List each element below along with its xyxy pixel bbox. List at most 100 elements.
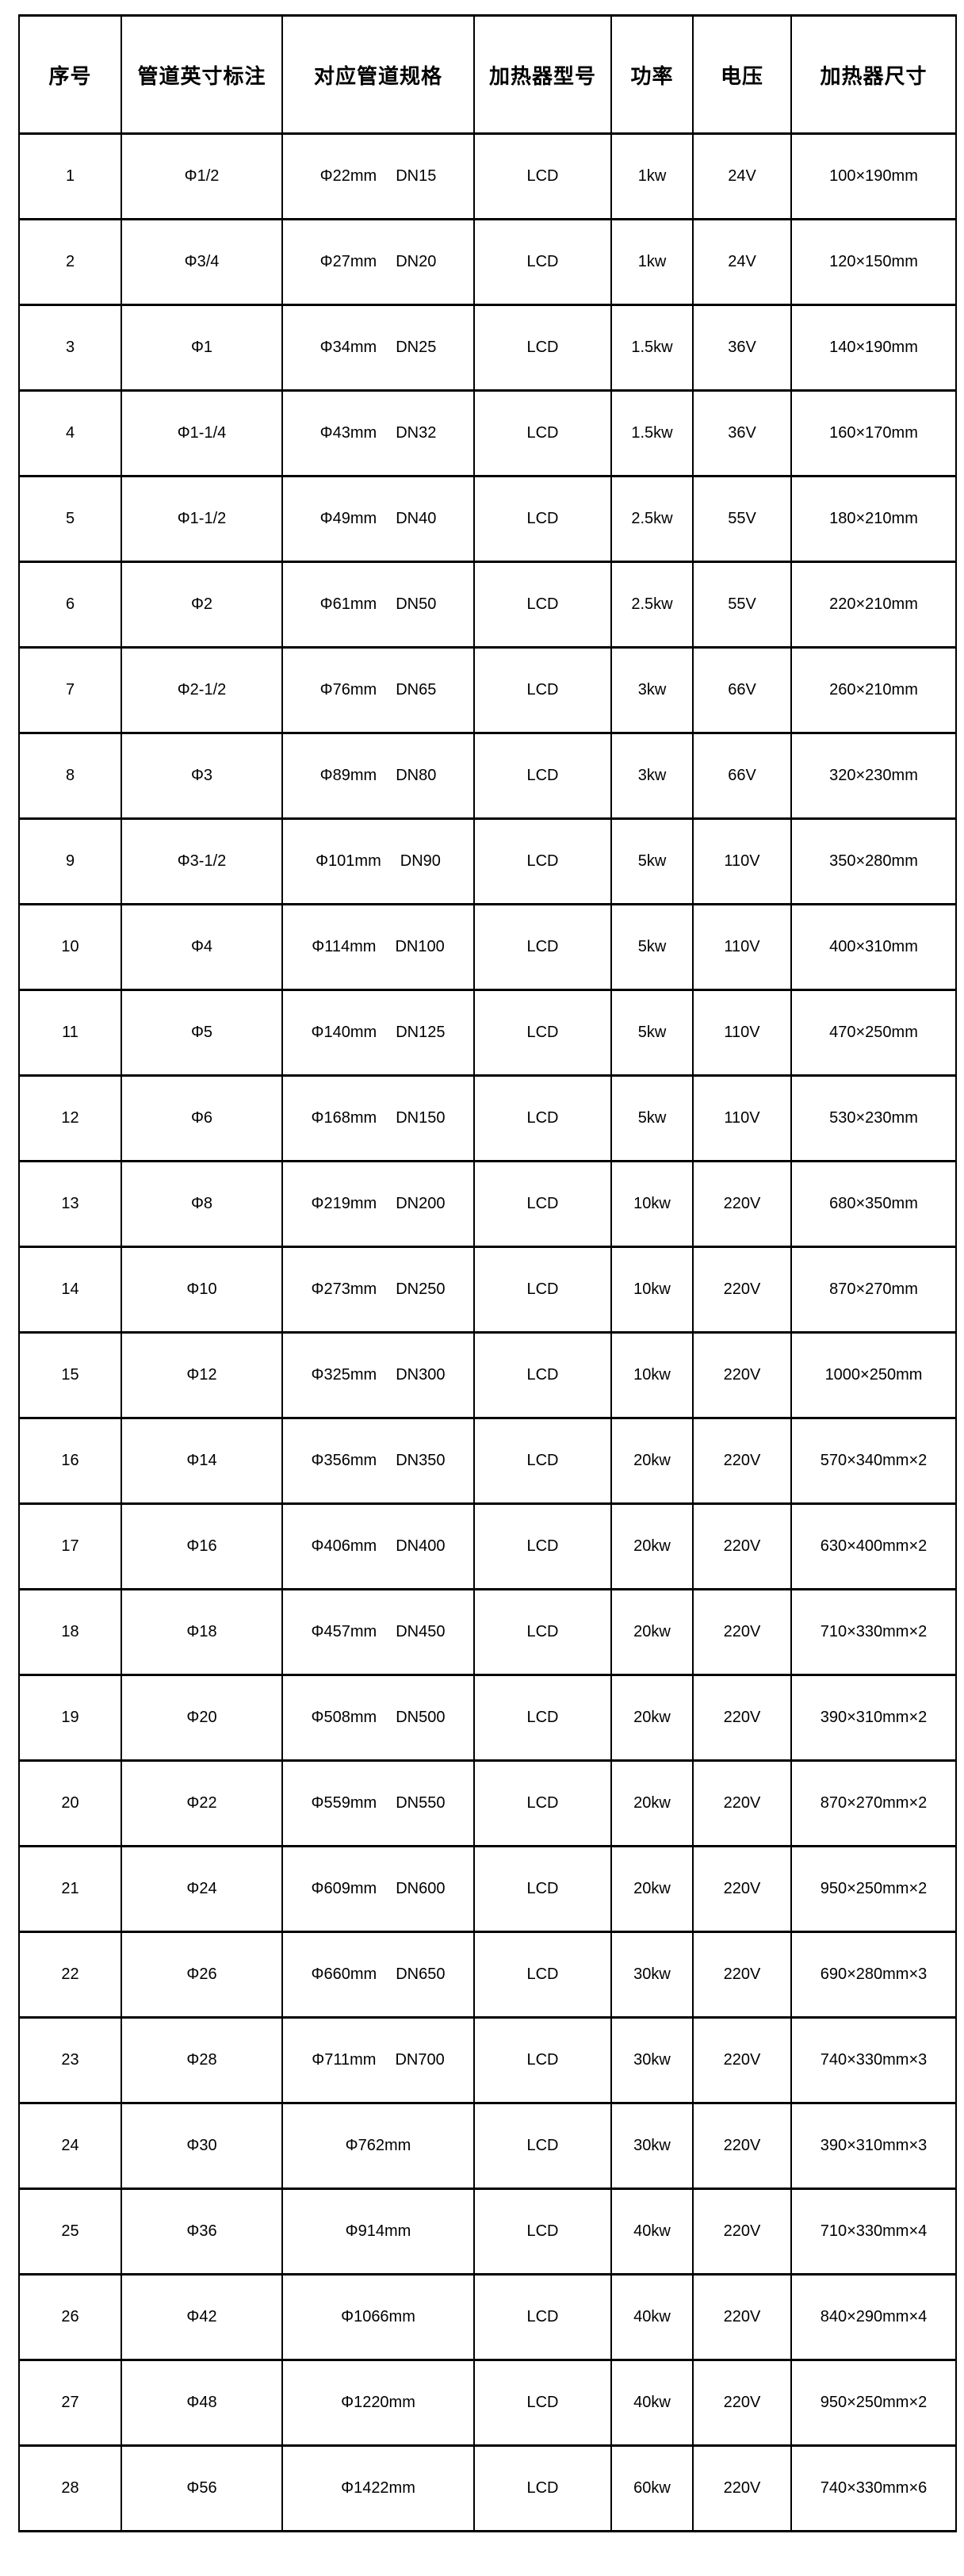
- column-header-pipe-inch: 管道英寸标注: [120, 14, 283, 135]
- cell-power: 40kw: [610, 2273, 694, 2361]
- table-row: 16 Φ14 Φ356mm DN350 LCD 20kw 220V 570×340mm×2: [18, 1417, 957, 1505]
- cell-index: 28: [18, 2444, 122, 2532]
- pipe-dn-code: DN500: [396, 1709, 446, 1726]
- cell-index: 4: [18, 389, 122, 477]
- cell-index: 26: [18, 2273, 122, 2361]
- cell-pipe-inch: Φ2-1/2: [120, 646, 283, 734]
- cell-pipe-inch: Φ10: [120, 1246, 283, 1334]
- pipe-diameter-mm: Φ325mm: [311, 1366, 377, 1384]
- pipe-diameter-mm: Φ1422mm: [341, 2479, 415, 2497]
- cell-pipe-spec: Φ76mm DN65: [281, 646, 475, 734]
- cell-index: 8: [18, 732, 122, 820]
- cell-heater-model: LCD: [473, 2187, 612, 2276]
- pipe-diameter-mm: Φ406mm: [311, 1537, 377, 1555]
- cell-heater-size: 350×280mm: [790, 817, 957, 905]
- table-row: 18 Φ18 Φ457mm DN450 LCD 20kw 220V 710×330mm×2: [18, 1588, 957, 1676]
- cell-pipe-inch: Φ16: [120, 1502, 283, 1590]
- cell-pipe-inch: Φ22: [120, 1759, 283, 1847]
- table-row: 1 Φ1/2 Φ22mm DN15 LCD 1kw 24V 100×190mm: [18, 132, 957, 220]
- cell-pipe-inch: Φ48: [120, 2359, 283, 2447]
- cell-pipe-spec: Φ406mm DN400: [281, 1502, 475, 1590]
- cell-pipe-inch: Φ26: [120, 1931, 283, 2019]
- cell-pipe-spec: Φ273mm DN250: [281, 1246, 475, 1334]
- cell-pipe-inch: Φ5: [120, 989, 283, 1077]
- cell-voltage: 36V: [692, 389, 792, 477]
- cell-heater-size: 260×210mm: [790, 646, 957, 734]
- table-row: 2 Φ3/4 Φ27mm DN20 LCD 1kw 24V 120×150mm: [18, 218, 957, 306]
- cell-heater-model: LCD: [473, 1331, 612, 1419]
- pipe-spec-pair: Φ61mm DN50: [284, 595, 472, 614]
- cell-voltage: 110V: [692, 1074, 792, 1162]
- cell-pipe-inch: Φ56: [120, 2444, 283, 2532]
- pipe-dn-code: DN20: [396, 253, 437, 270]
- pipe-spec-pair: Φ168mm DN150: [284, 1109, 472, 1127]
- table-row: 28 Φ56 Φ1422mm LCD 60kw 220V 740×330mm×6: [18, 2444, 957, 2532]
- pipe-dn-code: DN32: [396, 424, 437, 442]
- pipe-diameter-mm: Φ114mm: [312, 938, 377, 955]
- cell-pipe-spec: Φ101mm DN90: [281, 817, 475, 905]
- cell-heater-size: 220×210mm: [790, 561, 957, 649]
- cell-heater-model: LCD: [473, 732, 612, 820]
- pipe-dn-code: DN15: [396, 167, 437, 185]
- pipe-dn-code: DN250: [396, 1280, 446, 1298]
- cell-index: 22: [18, 1931, 122, 2019]
- cell-heater-model: LCD: [473, 132, 612, 220]
- pipe-spec-pair: Φ34mm DN25: [284, 339, 472, 357]
- cell-heater-size: 630×400mm×2: [790, 1502, 957, 1590]
- cell-pipe-inch: Φ30: [120, 2102, 283, 2190]
- cell-heater-size: 530×230mm: [790, 1074, 957, 1162]
- pipe-spec-pair: Φ273mm DN250: [284, 1280, 472, 1299]
- pipe-spec-pair: Φ406mm DN400: [284, 1537, 472, 1556]
- cell-voltage: 220V: [692, 2273, 792, 2361]
- cell-heater-size: 710×330mm×4: [790, 2187, 957, 2276]
- pipe-diameter-mm: Φ43mm: [319, 424, 377, 442]
- pipe-diameter-mm: Φ22mm: [319, 167, 377, 185]
- cell-pipe-spec: Φ559mm DN550: [281, 1759, 475, 1847]
- table-row: 19 Φ20 Φ508mm DN500 LCD 20kw 220V 390×310mm×2: [18, 1674, 957, 1762]
- table-row: 15 Φ12 Φ325mm DN300 LCD 10kw 220V 1000×250mm: [18, 1331, 957, 1419]
- cell-index: 13: [18, 1160, 122, 1248]
- cell-pipe-inch: Φ42: [120, 2273, 283, 2361]
- cell-pipe-inch: Φ1-1/2: [120, 475, 283, 563]
- cell-pipe-spec: Φ89mm DN80: [281, 732, 475, 820]
- cell-voltage: 24V: [692, 218, 792, 306]
- cell-power: 20kw: [610, 1674, 694, 1762]
- cell-heater-size: 570×340mm×2: [790, 1417, 957, 1505]
- pipe-diameter-mm: Φ219mm: [311, 1195, 377, 1212]
- cell-index: 16: [18, 1417, 122, 1505]
- cell-pipe-inch: Φ1/2: [120, 132, 283, 220]
- pipe-spec-pair: Φ1422mm: [284, 2479, 472, 2498]
- cell-heater-model: LCD: [473, 1502, 612, 1590]
- cell-power: 40kw: [610, 2359, 694, 2447]
- cell-pipe-spec: Φ711mm DN700: [281, 2016, 475, 2104]
- cell-index: 20: [18, 1759, 122, 1847]
- cell-heater-model: LCD: [473, 1246, 612, 1334]
- cell-heater-size: 120×150mm: [790, 218, 957, 306]
- cell-pipe-inch: Φ1-1/4: [120, 389, 283, 477]
- table-row: 7 Φ2-1/2 Φ76mm DN65 LCD 3kw 66V 260×210mm: [18, 646, 957, 734]
- pipe-spec-pair: Φ457mm DN450: [284, 1623, 472, 1641]
- cell-heater-size: 870×270mm: [790, 1246, 957, 1334]
- pipe-dn-code: DN650: [396, 1965, 446, 1983]
- cell-heater-model: LCD: [473, 646, 612, 734]
- pipe-spec-pair: Φ559mm DN550: [284, 1794, 472, 1812]
- pipe-diameter-mm: Φ273mm: [311, 1280, 377, 1298]
- cell-heater-model: LCD: [473, 1674, 612, 1762]
- pipe-dn-code: DN65: [396, 681, 437, 699]
- column-header-heater-size: 加热器尺寸: [790, 14, 957, 135]
- table-row: 23 Φ28 Φ711mm DN700 LCD 30kw 220V 740×330mm×3: [18, 2016, 957, 2104]
- column-header-index: 序号: [18, 14, 122, 135]
- pipe-dn-code: DN350: [396, 1452, 446, 1469]
- cell-index: 14: [18, 1246, 122, 1334]
- cell-heater-model: LCD: [473, 2444, 612, 2532]
- cell-power: 40kw: [610, 2187, 694, 2276]
- pipe-diameter-mm: Φ168mm: [311, 1109, 377, 1127]
- cell-heater-size: 1000×250mm: [790, 1331, 957, 1419]
- cell-voltage: 55V: [692, 561, 792, 649]
- cell-heater-size: 400×310mm: [790, 903, 957, 991]
- pipe-dn-code: DN550: [396, 1794, 446, 1812]
- pipe-spec-pair: Φ356mm DN350: [284, 1452, 472, 1470]
- pipe-diameter-mm: Φ457mm: [311, 1623, 377, 1640]
- pipe-spec-pair: Φ49mm DN40: [284, 510, 472, 528]
- cell-power: 20kw: [610, 1845, 694, 1933]
